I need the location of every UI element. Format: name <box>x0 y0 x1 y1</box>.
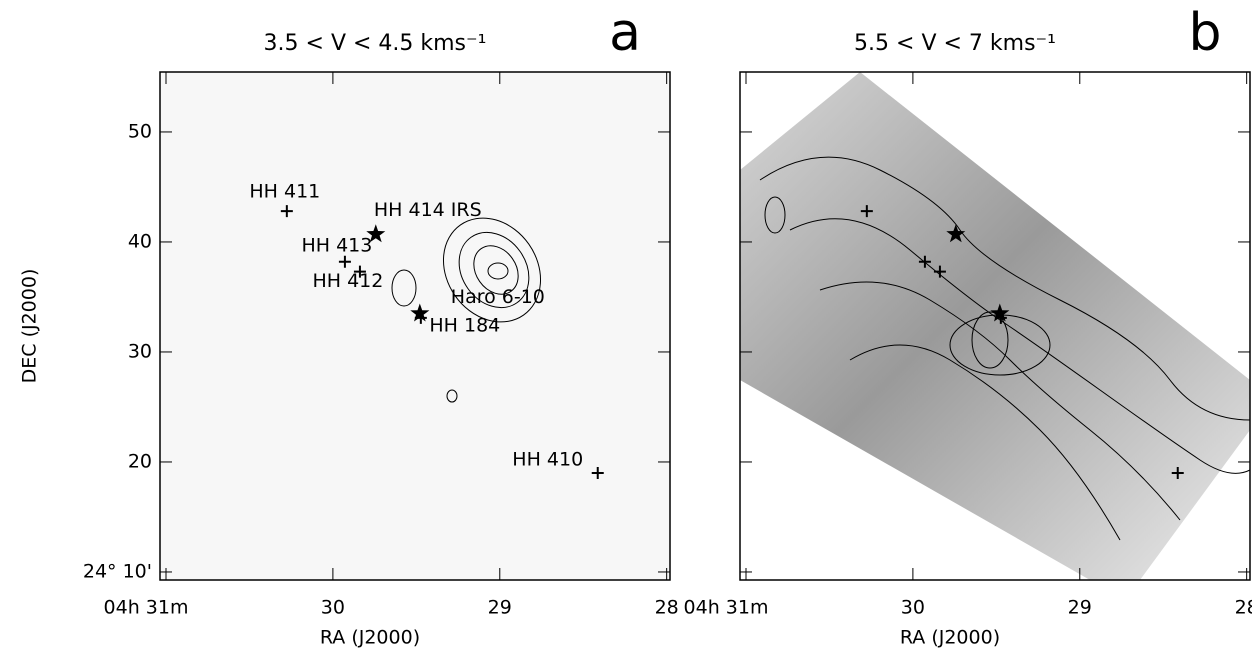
y-tick-label: 50 <box>128 120 152 142</box>
plus-marker <box>933 265 946 278</box>
x-tick-label: 29 <box>1068 597 1092 619</box>
x-axis-label: RA (J2000) <box>900 627 1000 649</box>
background-b <box>740 72 1251 580</box>
y-axis-label: DEC (J2000) <box>19 269 41 384</box>
y-tick-label: 20 <box>128 450 152 472</box>
x-tick-label: 30 <box>901 597 925 619</box>
x-tick-label: 28 <box>655 597 679 619</box>
plus-marker <box>414 311 427 324</box>
plus-marker <box>280 205 293 218</box>
object-label: HH 184 <box>429 314 500 336</box>
plus-marker <box>591 466 604 479</box>
panel-letter: b <box>1188 3 1221 63</box>
object-label: HH 414 IRS <box>374 199 482 221</box>
star-marker <box>946 224 966 243</box>
x-axis-label: RA (J2000) <box>320 627 420 649</box>
plus-marker <box>918 255 931 268</box>
background-a <box>160 72 670 580</box>
plus-marker <box>353 265 366 278</box>
plot-frame <box>159 71 671 581</box>
object-label: HH 411 <box>249 181 320 203</box>
object-label: HH 413 <box>301 234 372 256</box>
y-tick-label: 40 <box>128 230 152 252</box>
y-tick-label: 30 <box>128 340 152 362</box>
plus-marker <box>860 205 873 218</box>
x-tick-label: 29 <box>488 597 512 619</box>
plus-marker <box>338 255 351 268</box>
x-tick-label: 04h 31m <box>104 597 189 619</box>
star-marker <box>366 224 386 243</box>
plus-marker <box>994 311 1007 324</box>
x-tick-label: 28 <box>1235 597 1252 619</box>
x-tick-label: 30 <box>321 597 345 619</box>
object-label: HH 410 <box>512 448 583 470</box>
y-tick-label: 24° 10' <box>83 560 152 582</box>
plot-frame <box>739 71 1251 581</box>
object-label: HH 412 <box>312 270 383 292</box>
panel-letter: a <box>609 3 641 63</box>
object-label: Haro 6-10 <box>451 286 545 308</box>
panel-title: 3.5 < V < 4.5 kms⁻¹ <box>264 31 487 56</box>
panel-title: 5.5 < V < 7 kms⁻¹ <box>854 31 1056 56</box>
plus-marker <box>1171 466 1184 479</box>
x-tick-label: 04h 31m <box>684 597 769 619</box>
